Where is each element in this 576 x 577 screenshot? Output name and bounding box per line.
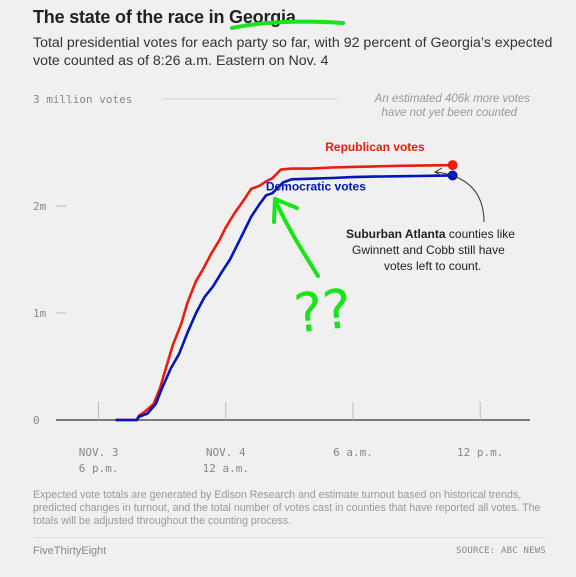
remaining-votes-note-line2: have not yet been counted	[381, 107, 517, 119]
vote-count-chart: 0 1m 2m 3 million votes NOV. 3 6 p.m. NOV. 4 12…	[33, 19, 531, 475]
x-tick-label: 12 p.m.	[457, 446, 503, 459]
x-tick-sublabel: 12 a.m.	[203, 462, 249, 475]
callout-line3: votes left to count.	[384, 259, 481, 273]
chart-title: The state of the race in Georgia	[33, 7, 296, 27]
x-tick-label: NOV. 3	[79, 446, 119, 459]
republican-votes-line	[115, 163, 453, 422]
x-tick-sublabel: 6 p.m.	[79, 462, 119, 475]
democratic-series-label: Democratic votes	[266, 180, 366, 194]
callout-arrowhead	[433, 167, 443, 177]
y-tick-label: 0	[33, 414, 40, 427]
handwritten-underline	[230, 19, 345, 30]
republican-series-label: Republican votes	[325, 140, 425, 154]
democratic-votes-line	[115, 174, 453, 422]
y-tick-label: 3 million votes	[33, 93, 132, 106]
remaining-votes-note-line1: An estimated 406k more votes	[374, 93, 531, 105]
republican-end-point	[447, 160, 458, 171]
chart-subtitle: Total presidential votes for each party …	[33, 35, 553, 69]
y-tick-label: 1m	[33, 307, 47, 320]
callout-line2: Gwinnett and Cobb still have	[352, 243, 505, 257]
handwritten-question-marks: ??	[291, 277, 355, 346]
source-credit: SOURCE: ABC NEWS	[456, 546, 546, 556]
x-tick-label: NOV. 4	[206, 446, 246, 459]
callout-bold: Suburban Atlanta	[346, 227, 446, 241]
callout-rest: counties like	[446, 227, 516, 241]
y-tick-label: 2m	[33, 200, 47, 213]
brand-logo-text: FiveThirtyEight	[33, 545, 107, 557]
footer-divider	[33, 537, 546, 538]
callout-arrow	[435, 171, 485, 223]
methodology-note: Expected vote totals are generated by Ed…	[33, 489, 541, 527]
x-tick-label: 6 a.m.	[333, 446, 373, 459]
callout-line1: Suburban Atlanta counties like	[346, 227, 515, 241]
handwritten-arrow	[272, 197, 320, 278]
